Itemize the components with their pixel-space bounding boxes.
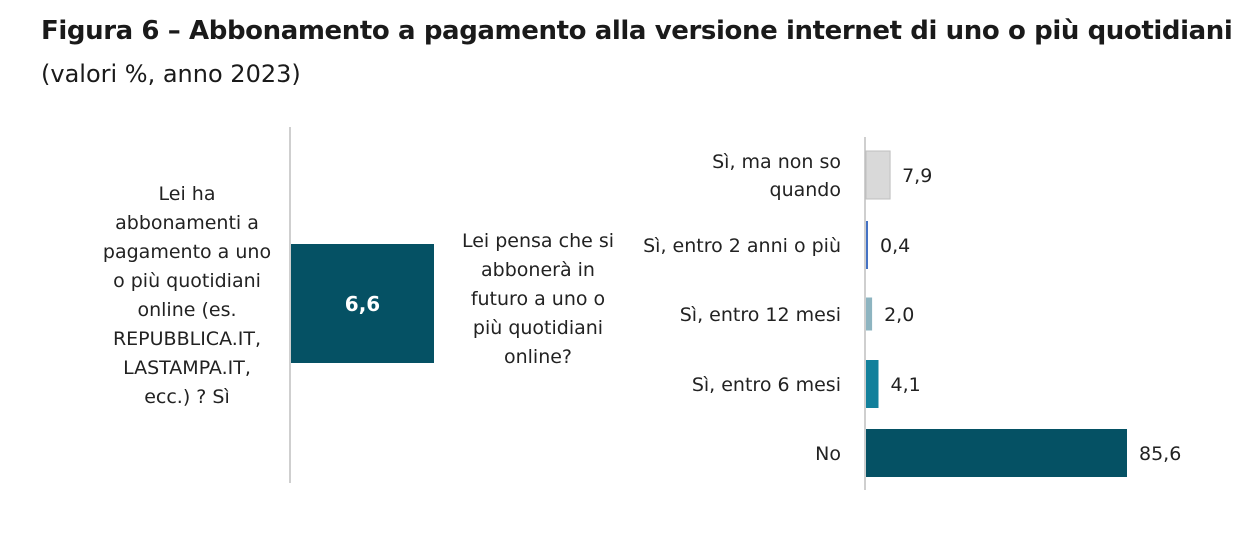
chart-subtitle: (valori %, anno 2023)	[41, 60, 301, 88]
category-label: Sì, ma non so	[712, 151, 841, 173]
question-1-line: ecc.) ? Sì	[144, 386, 230, 408]
category-label: Sì, entro 12 mesi	[680, 304, 841, 326]
question-2-line: più quotidiani	[473, 317, 603, 339]
bar-4	[866, 429, 1127, 477]
category-label: No	[815, 443, 841, 465]
bar-si-abbonato	[291, 244, 434, 363]
bar-1	[866, 221, 868, 269]
question-1-line: pagamento a uno	[103, 241, 271, 263]
chart-title: Figura 6 – Abbonamento a pagamento alla …	[41, 16, 1233, 46]
question-2-line: online?	[504, 346, 572, 368]
bar-value-label: 6,6	[345, 292, 380, 316]
category-label: Sì, entro 2 anni o più	[643, 235, 841, 257]
question-2-line: abbonerà in	[481, 259, 595, 281]
question-1-line: REPUBBLICA.IT,	[113, 328, 261, 350]
question-1-line: o più quotidiani	[113, 270, 261, 292]
bar-3	[866, 360, 879, 408]
bar-2	[866, 297, 873, 331]
category-label: Sì, entro 6 mesi	[692, 374, 841, 396]
data-label: 4,1	[891, 374, 921, 396]
question-1-line: online (es.	[137, 299, 236, 321]
data-label: 2,0	[884, 304, 914, 326]
data-label: 85,6	[1139, 443, 1181, 465]
category-label: quando	[770, 179, 841, 201]
question-2-line: futuro a uno o	[471, 288, 605, 310]
question-1-line: LASTAMPA.IT,	[123, 357, 251, 379]
question-2-line: Lei pensa che si	[462, 230, 614, 252]
bar-0	[865, 150, 891, 200]
question-1-line: abbonamenti a	[115, 212, 259, 234]
data-label: 7,9	[902, 165, 932, 187]
data-label: 0,4	[880, 235, 910, 257]
question-1-line: Lei ha	[159, 183, 216, 205]
